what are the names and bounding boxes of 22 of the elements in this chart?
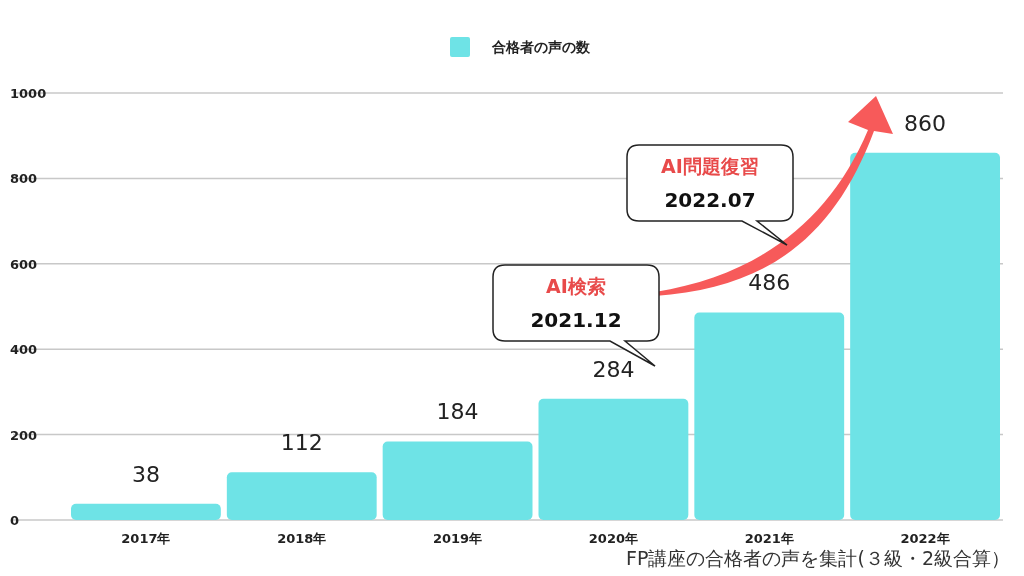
annotation: AI問題復習 2022.07 [661,155,759,212]
y-tick-label: 800 [10,171,38,187]
y-tick-label: 400 [10,342,38,358]
x-tick-label: 2018年 [277,531,327,546]
data-label: 284 [592,356,635,382]
legend-label: 合格者の声の数 [491,39,591,55]
data-label: 486 [748,270,791,296]
x-tick-label: 2017年 [121,531,171,546]
x-tick-label: 2020年 [588,531,639,546]
data-label: 112 [280,430,323,456]
y-tick-label: 600 [10,256,38,272]
x-tick-label: 2021年 [744,531,794,546]
data-label: 860 [904,110,947,136]
y-tick-label: 0 [10,513,20,528]
y-tick-label: 1000 [10,86,47,101]
annotation: AI検索 2021.12 [530,275,622,332]
x-tick-label: 2019年 [432,531,483,546]
data-label: 38 [131,461,160,487]
text: FP講座の合格者の声を集計(３級・2級合算） [626,547,1010,569]
data-label: 184 [436,399,479,425]
x-tick-label: 2022年 [900,531,950,546]
y-tick-label: 200 [10,427,38,443]
